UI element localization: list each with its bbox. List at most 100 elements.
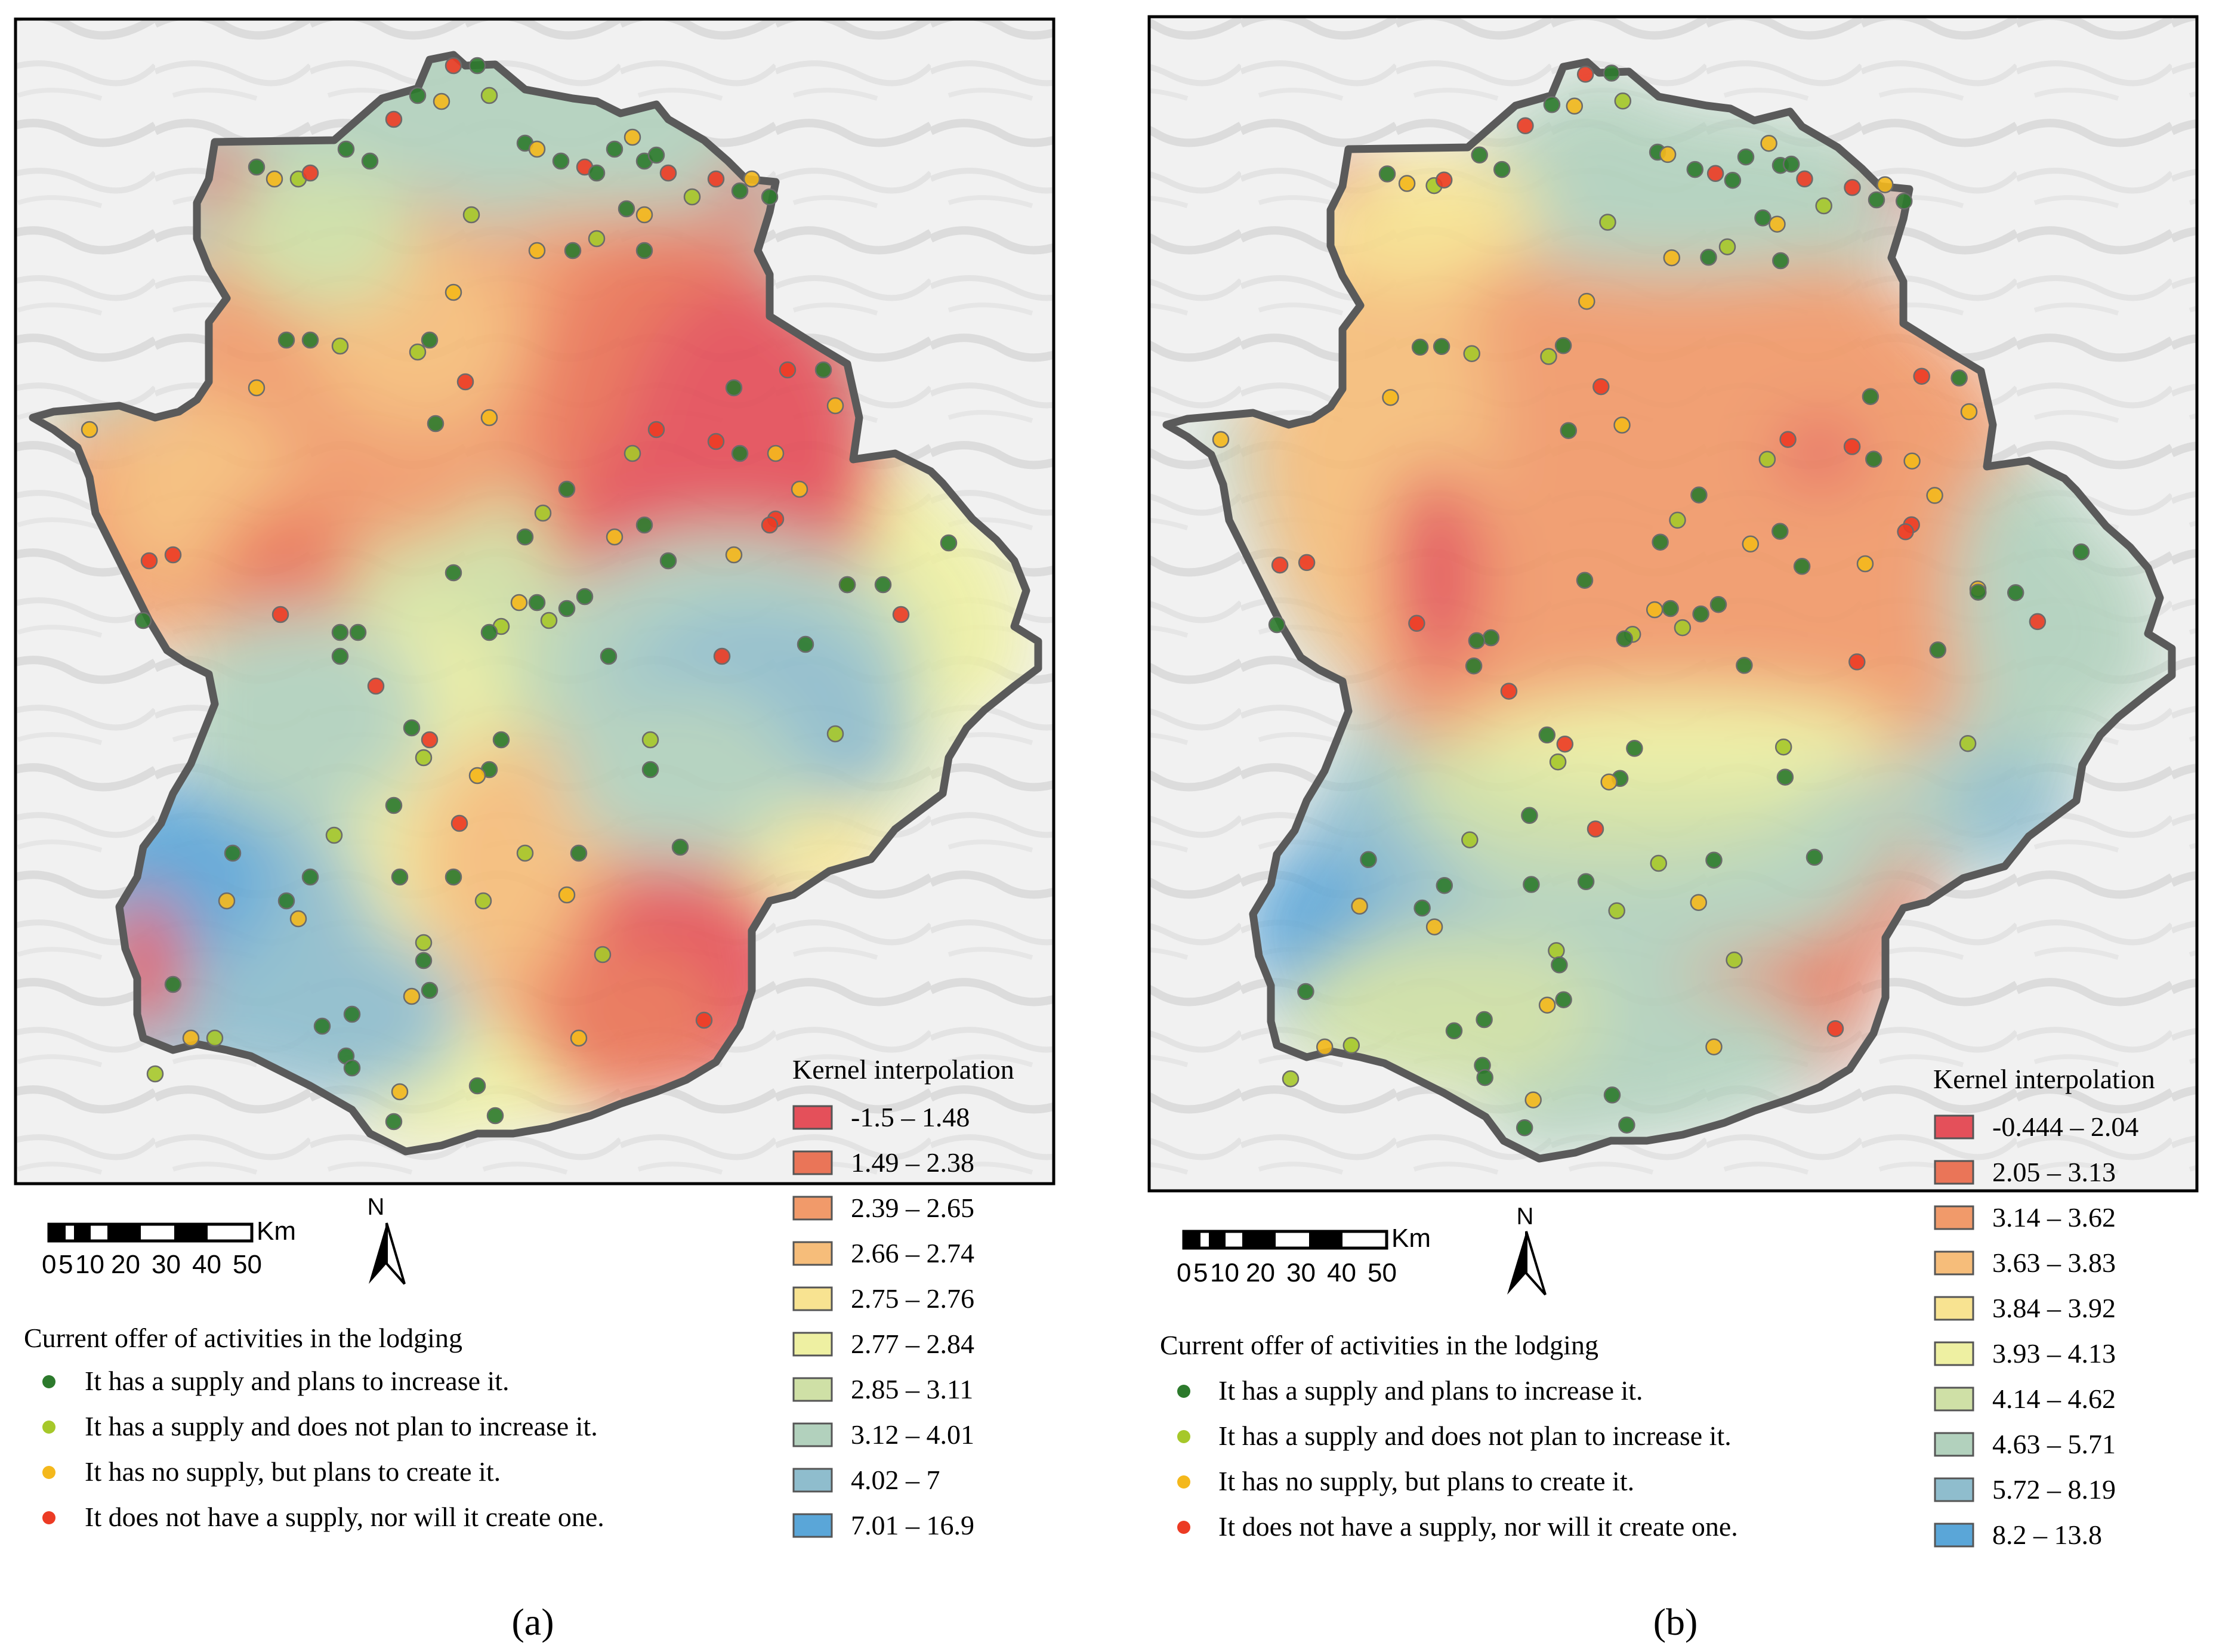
observation-point bbox=[433, 92, 450, 110]
observation-point bbox=[1793, 558, 1811, 575]
observation-point bbox=[635, 242, 653, 260]
observation-point bbox=[534, 504, 552, 522]
scale-tick: 30 bbox=[152, 1250, 181, 1279]
observation-point bbox=[707, 170, 725, 188]
observation-point bbox=[1782, 155, 1800, 173]
legend-swatch bbox=[1934, 1250, 1974, 1276]
legend-swatch bbox=[792, 1422, 833, 1447]
legend-swatch bbox=[1934, 1296, 1974, 1321]
points-legend-item: It has a supply and plans to increase it… bbox=[1218, 1375, 1643, 1406]
observation-point bbox=[540, 612, 558, 629]
observation-point bbox=[1212, 431, 1230, 449]
observation-point bbox=[1549, 753, 1567, 771]
observation-point bbox=[510, 594, 528, 612]
observation-point bbox=[761, 188, 779, 206]
observation-point bbox=[1342, 1037, 1360, 1054]
observation-point bbox=[1805, 848, 1823, 866]
observation-point bbox=[1268, 616, 1286, 634]
observation-point bbox=[1282, 1070, 1300, 1088]
observation-point bbox=[725, 379, 743, 397]
observation-point bbox=[456, 373, 474, 391]
observation-point bbox=[1538, 726, 1556, 744]
observation-point bbox=[1603, 64, 1621, 82]
observation-point bbox=[1493, 160, 1511, 178]
legend-label: 4.02 – 7 bbox=[851, 1465, 940, 1495]
observation-point bbox=[1425, 918, 1443, 935]
points-legend-title: Current offer of activities in the lodgi… bbox=[24, 1323, 462, 1353]
map-frame bbox=[14, 17, 1055, 1185]
observation-point bbox=[1772, 252, 1789, 270]
scale-unit: Km bbox=[1391, 1224, 1431, 1253]
north-arrow-icon: N bbox=[368, 1194, 406, 1285]
points-legend-item: It does not have a supply, nor will it c… bbox=[85, 1502, 604, 1532]
observation-point bbox=[1776, 768, 1794, 786]
observation-point bbox=[1351, 897, 1368, 915]
panel-caption: (b) bbox=[1653, 1601, 1698, 1643]
observation-point bbox=[1524, 1091, 1542, 1108]
observation-point bbox=[1774, 738, 1792, 756]
scale-tick: 5 bbox=[58, 1250, 73, 1279]
observation-point bbox=[1548, 942, 1565, 959]
observation-point bbox=[1856, 555, 1874, 573]
observation-point bbox=[2007, 584, 2024, 601]
observation-point bbox=[1959, 734, 1977, 752]
observation-point bbox=[1760, 134, 1777, 152]
observation-point bbox=[182, 1029, 200, 1047]
observation-point bbox=[462, 206, 480, 224]
observation-point bbox=[271, 606, 289, 623]
observation-point bbox=[1566, 97, 1584, 115]
observation-point bbox=[1663, 249, 1681, 267]
legend-label: 1.49 – 2.38 bbox=[851, 1147, 974, 1178]
points-legend-item: It has a supply and does not plan to inc… bbox=[1218, 1421, 1732, 1451]
scale-bar: Km 0 5 10 20 30 40 50 bbox=[42, 1216, 296, 1279]
observation-point bbox=[146, 1065, 164, 1083]
observation-point bbox=[1577, 873, 1595, 891]
observation-point bbox=[1690, 894, 1708, 911]
kernel-legend: Kernel interpolation -0.444 – 2.04 2.05 –… bbox=[1933, 1064, 2155, 1550]
observation-point bbox=[1662, 600, 1679, 617]
observation-point bbox=[1316, 1038, 1334, 1056]
observation-point bbox=[164, 546, 182, 564]
observation-point bbox=[1736, 657, 1753, 674]
observation-point bbox=[1646, 601, 1663, 619]
observation-point bbox=[606, 140, 624, 158]
observation-point bbox=[1538, 996, 1556, 1014]
observation-point bbox=[767, 444, 785, 462]
observation-point bbox=[385, 796, 403, 814]
observation-point bbox=[940, 534, 958, 552]
observation-points bbox=[1212, 64, 2090, 1137]
legend-label: -0.444 – 2.04 bbox=[1992, 1111, 2138, 1142]
observation-point bbox=[1461, 831, 1479, 848]
observation-point bbox=[892, 606, 910, 623]
legend-label: 2.77 – 2.84 bbox=[851, 1329, 974, 1359]
legend-swatch bbox=[1934, 1387, 1974, 1412]
observation-point bbox=[1398, 175, 1416, 192]
observation-point bbox=[1476, 1011, 1493, 1029]
observation-point bbox=[624, 128, 641, 146]
observation-point bbox=[1543, 96, 1561, 113]
legend-swatch bbox=[792, 1241, 833, 1266]
observation-point bbox=[266, 170, 283, 188]
scale-tick: 50 bbox=[233, 1250, 262, 1279]
observation-point bbox=[1551, 956, 1568, 974]
observation-point bbox=[331, 623, 349, 641]
observation-point bbox=[1599, 214, 1616, 231]
observation-point bbox=[1652, 533, 1669, 551]
observation-point bbox=[1674, 619, 1692, 637]
observation-point bbox=[385, 1113, 403, 1131]
observation-point bbox=[2029, 613, 2047, 631]
observation-point bbox=[797, 635, 814, 653]
observation-point bbox=[1482, 629, 1500, 647]
legend-label: 2.05 – 3.13 bbox=[1992, 1157, 2116, 1187]
observation-point bbox=[1613, 416, 1631, 434]
scale-tick: 5 bbox=[1193, 1258, 1208, 1287]
observation-point bbox=[331, 337, 349, 355]
observation-point bbox=[1540, 348, 1557, 365]
observation-point bbox=[1865, 450, 1882, 468]
legend-label: 4.14 – 4.62 bbox=[1992, 1384, 2116, 1414]
observation-point bbox=[474, 892, 492, 910]
observation-point bbox=[1360, 851, 1377, 869]
observation-point bbox=[1913, 368, 1930, 385]
observation-point bbox=[468, 767, 486, 785]
legend-swatch bbox=[792, 1150, 833, 1175]
